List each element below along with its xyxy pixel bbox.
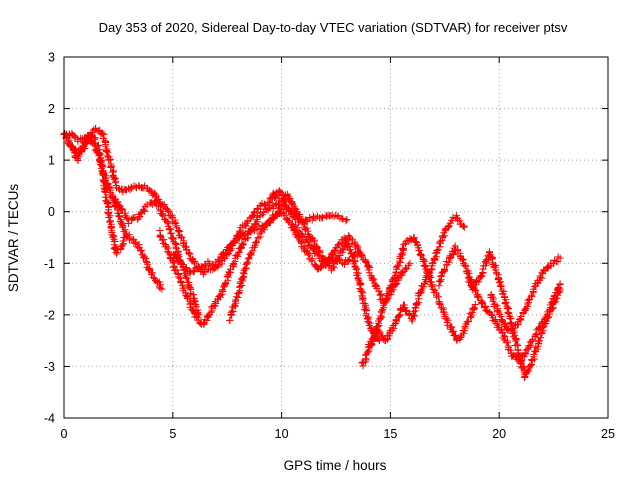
series-markers bbox=[64, 131, 129, 258]
series-markers bbox=[288, 224, 384, 345]
series-markers bbox=[365, 212, 468, 351]
series-markers bbox=[156, 197, 303, 329]
series-markers bbox=[108, 193, 203, 319]
data-series bbox=[60, 124, 564, 381]
grid-lines bbox=[64, 57, 608, 418]
series-arc-3 bbox=[64, 131, 129, 258]
x-tick-label: 10 bbox=[275, 427, 289, 441]
x-tick-label: 25 bbox=[601, 427, 615, 441]
x-tick-label: 5 bbox=[169, 427, 176, 441]
series-arc-11 bbox=[365, 212, 468, 351]
series-markers bbox=[465, 273, 564, 365]
y-tick-label: 1 bbox=[48, 154, 55, 168]
series-arc-9 bbox=[288, 224, 384, 345]
series-arc-4 bbox=[108, 193, 203, 319]
y-axis-label: SDTVAR / TECUs bbox=[6, 184, 21, 293]
plot-frame bbox=[63, 56, 609, 419]
x-tick-label: 15 bbox=[383, 427, 397, 441]
chart-title: Day 353 of 2020, Sidereal Day-to-day VTE… bbox=[99, 20, 568, 35]
y-tick-label: -4 bbox=[44, 412, 55, 426]
y-tick-label: 0 bbox=[48, 205, 55, 219]
x-axis-label: GPS time / hours bbox=[284, 458, 387, 473]
y-tick-label: -2 bbox=[44, 308, 55, 322]
y-tick-label: 3 bbox=[48, 51, 55, 65]
series-markers bbox=[487, 253, 564, 335]
x-tick-label: 20 bbox=[492, 427, 506, 441]
series-arc-5 bbox=[156, 197, 303, 329]
series-arc-13 bbox=[465, 273, 564, 365]
y-tick-label: 2 bbox=[48, 102, 55, 116]
y-tick-label: -3 bbox=[44, 360, 55, 374]
series-arc-6 bbox=[169, 190, 290, 277]
series-arc-14 bbox=[487, 253, 564, 335]
y-tick-label: -1 bbox=[44, 257, 55, 271]
x-tick-label: 0 bbox=[61, 427, 68, 441]
series-markers bbox=[169, 190, 290, 277]
axis-ticks: 0 5 10 15 20 25 -4 -3 -2 -1 0 1 2 3 bbox=[44, 51, 615, 442]
